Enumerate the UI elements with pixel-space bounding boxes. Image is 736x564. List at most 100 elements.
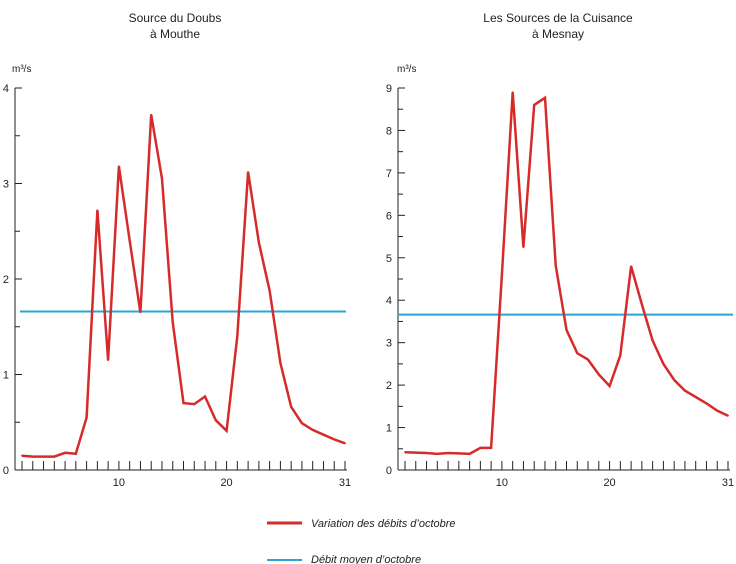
x-tick-label: 20 xyxy=(603,477,615,489)
x-tick-label: 31 xyxy=(339,477,351,489)
legend-label-mean: Débit moyen d’octobre xyxy=(311,554,421,564)
data-point xyxy=(226,430,228,432)
data-point xyxy=(436,453,438,455)
data-point xyxy=(576,352,578,354)
data-point xyxy=(204,396,206,398)
data-point xyxy=(609,385,611,387)
data-point xyxy=(107,359,109,361)
x-tick-label: 31 xyxy=(722,477,734,489)
data-point xyxy=(501,274,503,276)
chart-subtitle: à Mesnay xyxy=(532,27,584,41)
data-point xyxy=(447,452,449,454)
data-point xyxy=(129,240,131,242)
data-point xyxy=(118,165,120,167)
data-point xyxy=(53,456,55,458)
data-point xyxy=(43,456,45,458)
data-point xyxy=(323,434,325,436)
y-tick-label: 9 xyxy=(386,83,392,95)
chart-subtitle: à Mouthe xyxy=(150,27,200,41)
y-tick-label: 1 xyxy=(386,423,392,435)
data-point xyxy=(469,453,471,455)
data-point xyxy=(479,447,481,449)
data-point xyxy=(404,451,406,453)
chart-title: Les Sources de la Cuisance xyxy=(483,11,633,25)
data-point xyxy=(247,171,249,173)
data-point xyxy=(555,265,557,267)
data-point xyxy=(96,209,98,211)
data-point xyxy=(619,355,621,357)
data-point xyxy=(32,456,34,458)
data-point xyxy=(64,452,66,454)
plot-area xyxy=(20,114,346,458)
y-tick-label: 5 xyxy=(386,253,392,265)
data-point xyxy=(183,402,185,404)
data-point xyxy=(86,417,88,419)
legend: Variation des débits d’octobre Débit moy… xyxy=(267,518,456,564)
data-point xyxy=(544,97,546,99)
data-point xyxy=(630,265,632,267)
data-point xyxy=(490,447,492,449)
data-point xyxy=(150,114,152,116)
x-tick-label: 10 xyxy=(496,477,508,489)
axes: 0 1 2 3 4 10 20 31 xyxy=(3,83,351,489)
data-point xyxy=(280,362,282,364)
legend-label-variation: Variation des débits d’octobre xyxy=(311,518,456,530)
data-point xyxy=(684,390,686,392)
y-tick-label: 7 xyxy=(386,168,392,180)
y-tick-label: 4 xyxy=(3,83,9,95)
data-point xyxy=(21,455,23,457)
data-point xyxy=(344,442,346,444)
y-tick-label: 3 xyxy=(386,338,392,350)
data-point xyxy=(140,312,142,314)
data-point xyxy=(673,379,675,381)
y-tick-label: 8 xyxy=(386,125,392,137)
data-point xyxy=(269,290,271,292)
data-point xyxy=(172,321,174,323)
data-point xyxy=(695,396,697,398)
y-tick-label: 4 xyxy=(386,295,392,307)
data-point xyxy=(706,402,708,404)
y-tick-label: 2 xyxy=(386,380,392,392)
y-unit-label: m³/s xyxy=(12,64,31,75)
data-point xyxy=(716,410,718,412)
data-point xyxy=(258,242,260,244)
data-point xyxy=(727,415,729,417)
data-point xyxy=(75,453,77,455)
data-point xyxy=(301,422,303,424)
data-point xyxy=(512,91,514,93)
data-point xyxy=(426,452,428,454)
chart-title: Source du Doubs xyxy=(129,11,222,25)
y-tick-label: 3 xyxy=(3,179,9,191)
y-tick-label: 2 xyxy=(3,274,9,286)
x-tick-label: 10 xyxy=(113,477,125,489)
variation-flow-line xyxy=(22,115,345,457)
variation-flow-line xyxy=(405,92,728,454)
y-tick-label: 6 xyxy=(386,210,392,222)
data-point xyxy=(312,429,314,431)
chart-doubs: Source du Doubs à Mouthe m³/s 0 1 2 3 4 10 20 3… xyxy=(3,11,351,489)
data-point xyxy=(566,329,568,331)
plot-area xyxy=(398,91,733,454)
data-point xyxy=(641,304,643,306)
y-tick-label: 0 xyxy=(3,465,9,477)
data-point xyxy=(652,340,654,342)
data-point xyxy=(215,419,217,421)
y-tick-label: 0 xyxy=(386,465,392,477)
y-unit-label: m³/s xyxy=(397,64,416,75)
data-point xyxy=(290,406,292,408)
data-point xyxy=(458,453,460,455)
data-point xyxy=(523,246,525,248)
data-point xyxy=(663,363,665,365)
data-point xyxy=(236,335,238,337)
data-point xyxy=(333,439,335,441)
chart-cuisance: Les Sources de la Cuisance à Mesnay m³/s… xyxy=(386,11,734,489)
data-point xyxy=(533,104,535,106)
data-point xyxy=(598,374,600,376)
x-tick-label: 20 xyxy=(220,477,232,489)
data-point xyxy=(161,178,163,180)
data-point xyxy=(193,403,195,405)
data-point xyxy=(587,359,589,361)
y-tick-label: 1 xyxy=(3,370,9,382)
data-point xyxy=(415,452,417,454)
